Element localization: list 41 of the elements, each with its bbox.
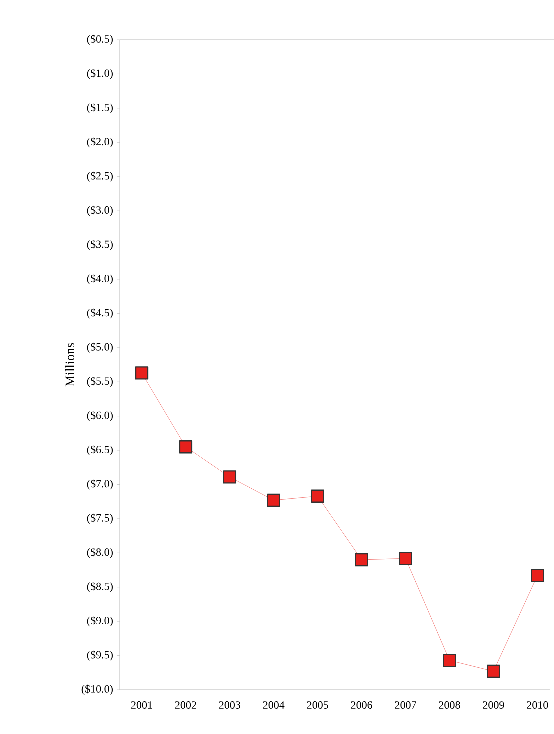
y-tick-label: ($8.5) — [87, 582, 113, 593]
y-axis-title: Millions — [65, 343, 75, 387]
y-tick-label: ($1.5) — [87, 103, 113, 114]
x-tick-label: 2005 — [307, 702, 328, 709]
y-tick-label: ($4.5) — [87, 308, 113, 319]
y-tick-label: ($7.5) — [87, 514, 113, 524]
point — [487, 664, 500, 678]
y-tick-label: ($0.5) — [87, 34, 113, 46]
point — [223, 470, 237, 484]
y-tick-label: ($5.0) — [87, 342, 113, 354]
x-tick-label: 2009 — [483, 702, 504, 709]
point — [179, 440, 193, 454]
x-tick-label: 2008 — [439, 702, 460, 709]
y-tick-label: ($8.0) — [87, 548, 113, 558]
y-tick-label: ($9.5) — [87, 650, 113, 661]
x-tick-label: 2003 — [219, 702, 240, 709]
x-tick-label: 2002 — [175, 702, 196, 709]
y-tick-label: ($4.0) — [87, 274, 113, 285]
y-tick-label: ($2.5) — [87, 172, 113, 182]
x-tick-label: 2007 — [395, 702, 416, 709]
x-tick-label: 2004 — [263, 702, 285, 709]
x-tick-label: 2001 — [131, 702, 152, 709]
point — [399, 552, 412, 566]
y-tick-label: ($7.0) — [87, 480, 113, 490]
y-tick-label: ($3.0) — [87, 206, 113, 216]
y-tick-label: ($6.5) — [87, 445, 113, 456]
y-tick-label: ($3.5) — [87, 240, 113, 250]
y-tick-label: ($2.0) — [87, 137, 113, 148]
y-tick-label: ($10.0) — [82, 684, 113, 696]
y-tick-label: ($6.0) — [87, 411, 113, 422]
point — [443, 654, 456, 668]
point — [355, 553, 368, 567]
point — [311, 490, 324, 503]
y-tick-label: ($1.0) — [87, 69, 113, 80]
x-tick-label: 2006 — [351, 702, 372, 709]
y-tick-label: ($9.0) — [87, 616, 113, 627]
point — [267, 494, 280, 508]
point — [531, 569, 544, 582]
point — [135, 366, 149, 380]
x-tick-label: 2010 — [527, 702, 548, 709]
y-tick-label: ($5.5) — [87, 376, 113, 388]
